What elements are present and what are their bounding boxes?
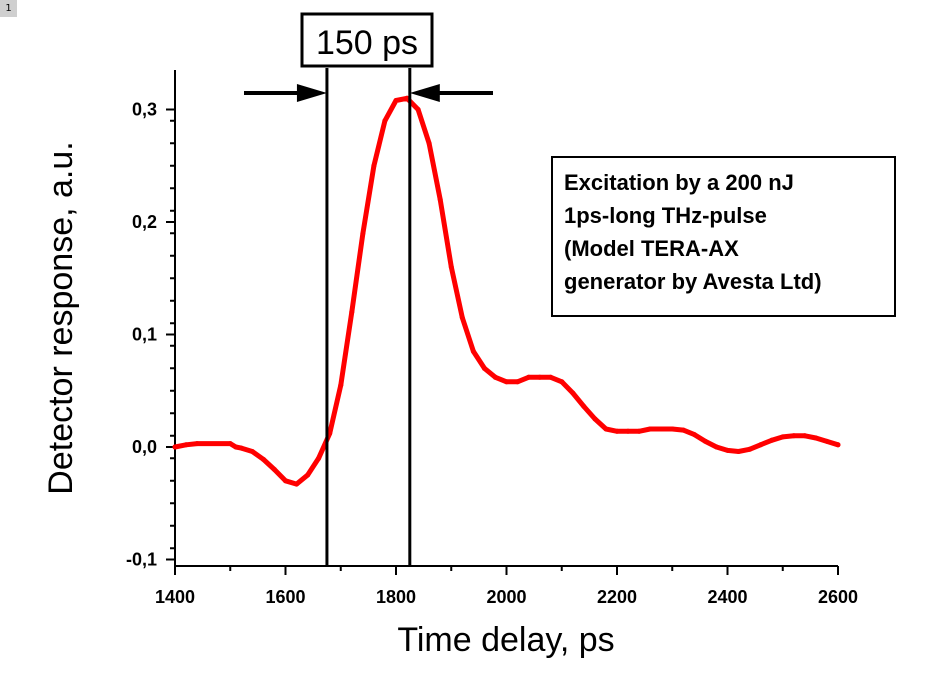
data-point (327, 431, 333, 436)
data-point (227, 441, 233, 447)
data-series (172, 95, 841, 487)
data-point (813, 435, 819, 441)
data-point (680, 427, 686, 433)
y-axis-title: Detector response, a.u. (42, 141, 80, 494)
x-tick-label-1400: 1400 (155, 587, 195, 607)
data-point (437, 197, 443, 202)
x-tick-label-1800: 1800 (376, 587, 416, 607)
data-point (824, 438, 830, 444)
data-point (459, 315, 465, 321)
annotation-frame (551, 156, 896, 317)
data-point (382, 118, 388, 124)
data-point (404, 95, 410, 101)
data-point (548, 374, 554, 380)
data-point (260, 456, 266, 462)
pulse-width-markers (244, 68, 493, 566)
data-point (769, 437, 775, 443)
annotation-line-2: 1ps-long THz-pulse (564, 203, 767, 228)
y-tick-label-0: -0,1 (126, 550, 157, 570)
width-label: 150 ps (316, 24, 418, 62)
data-point (581, 404, 587, 409)
annotation-line-3: (Model TERA-AX (564, 236, 739, 261)
data-point (481, 365, 487, 371)
data-point (835, 442, 841, 448)
page-number-badge: 1 (0, 0, 17, 17)
chart-axes (174, 70, 838, 567)
data-point (415, 107, 421, 112)
data-point (371, 163, 377, 169)
data-point (570, 390, 576, 396)
data-point (349, 309, 355, 315)
data-point (669, 426, 675, 432)
width-label-frame (300, 12, 434, 68)
tick-marks (166, 108, 839, 575)
data-point (603, 426, 609, 432)
data-point (791, 433, 797, 439)
data-point (233, 444, 239, 450)
data-point (283, 478, 288, 484)
data-point (504, 379, 509, 385)
data-point (636, 428, 642, 434)
x-tick-label-2200: 2200 (597, 587, 637, 607)
data-point (194, 441, 200, 447)
data-point (559, 379, 565, 385)
data-point (647, 426, 653, 432)
annotation-line-1: Excitation by a 200 nJ (564, 170, 794, 195)
data-point (691, 432, 697, 438)
data-point (614, 428, 620, 434)
width-label-box: 150 ps (300, 12, 434, 68)
data-point (305, 472, 311, 478)
x-tick-label-2600: 2600 (818, 587, 858, 607)
y-tick-label-2: 0,1 (132, 325, 157, 345)
data-point (492, 374, 498, 380)
x-tick-label-2400: 2400 (707, 587, 747, 607)
annotation-box: Excitation by a 200 nJ 1ps-long THz-puls… (551, 156, 896, 317)
data-point (736, 449, 741, 454)
data-point (625, 428, 631, 434)
data-point (360, 230, 366, 236)
data-point (393, 98, 399, 103)
y-tick-label-1: 0,0 (132, 437, 157, 457)
tick-labels: 1400 1600 1800 2000 2200 2400 2600 -0,1 0,0 0,1 0,… (126, 100, 858, 608)
data-point (526, 374, 532, 380)
data-point (316, 455, 322, 461)
data-point (658, 426, 664, 432)
x-axis-title: Time delay, ps (397, 621, 614, 659)
annotation-line-4: generator by Avesta Ltd) (564, 269, 822, 294)
data-point (426, 140, 432, 146)
data-point (515, 379, 520, 385)
data-point (592, 416, 598, 422)
data-point (758, 442, 764, 448)
data-point (470, 348, 476, 354)
data-point (183, 442, 189, 448)
y-tick-label-4: 0,3 (132, 100, 157, 120)
data-point (448, 264, 454, 270)
data-point (780, 434, 786, 440)
data-point (537, 374, 543, 380)
x-tick-label-2000: 2000 (486, 587, 526, 607)
data-point (294, 481, 300, 487)
data-point (249, 449, 255, 454)
data-point (702, 438, 708, 444)
left-arrow-head (296, 84, 327, 102)
data-point (747, 446, 753, 452)
data-point (338, 382, 344, 388)
data-point (172, 444, 178, 450)
data-point (271, 467, 277, 472)
data-point (802, 433, 808, 439)
data-point (714, 444, 719, 450)
data-point (238, 445, 244, 451)
data-point (725, 447, 730, 453)
right-arrow-head (409, 84, 440, 102)
y-tick-label-3: 0,2 (132, 212, 157, 232)
x-tick-label-1600: 1600 (265, 587, 305, 607)
